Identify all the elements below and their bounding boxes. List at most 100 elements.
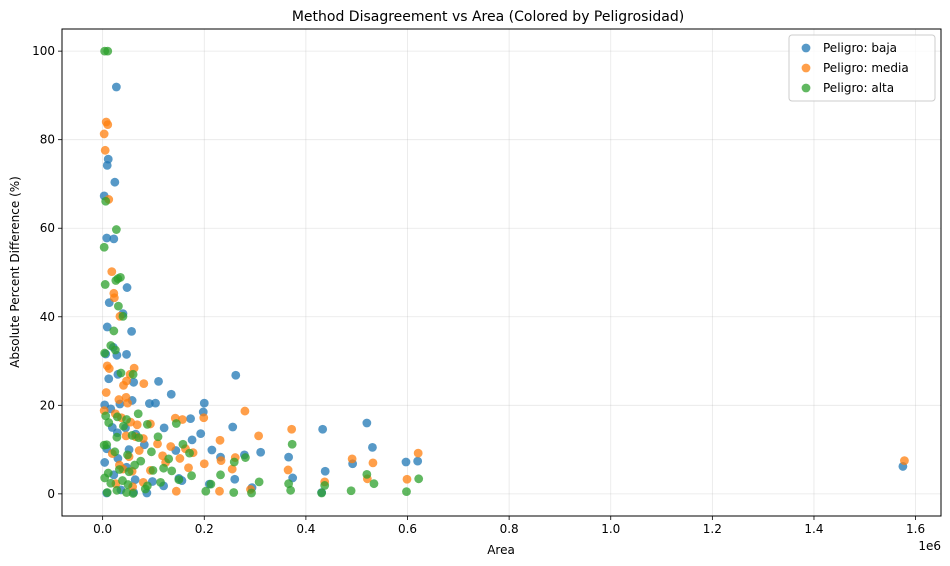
data-point	[256, 447, 266, 457]
data-point	[100, 280, 110, 289]
data-point	[103, 154, 113, 164]
data-point	[240, 406, 250, 416]
data-point	[99, 129, 109, 139]
data-point	[284, 452, 294, 462]
data-point	[215, 486, 224, 496]
grid	[62, 29, 941, 516]
data-point	[129, 377, 139, 387]
data-point	[130, 475, 140, 485]
data-point	[187, 471, 196, 481]
data-point	[111, 82, 121, 92]
data-point	[109, 234, 119, 244]
data-point	[178, 439, 188, 449]
data-point	[133, 409, 143, 419]
data-point	[109, 326, 119, 336]
data-point	[110, 447, 120, 457]
data-point	[247, 488, 256, 498]
data-point	[227, 464, 237, 474]
data-point	[287, 439, 297, 449]
data-point	[362, 469, 372, 479]
y-tick-label: 40	[40, 310, 55, 324]
data-point	[216, 470, 225, 480]
data-point	[111, 225, 121, 234]
data-point	[101, 411, 111, 421]
data-point	[206, 479, 216, 489]
data-point	[123, 480, 133, 489]
data-point	[186, 414, 195, 423]
data-point	[127, 326, 137, 336]
data-point	[99, 242, 109, 252]
x-axis-offset-label: 1e6	[918, 539, 941, 553]
data-point	[104, 364, 114, 373]
data-point	[154, 377, 163, 386]
y-tick-label: 100	[32, 44, 55, 58]
data-point	[139, 379, 149, 389]
data-point	[369, 479, 379, 489]
data-point	[153, 432, 163, 442]
data-point	[900, 456, 909, 466]
data-point	[207, 445, 217, 455]
data-point	[128, 489, 138, 498]
data-point	[346, 486, 356, 496]
data-point	[171, 419, 181, 428]
data-point	[320, 466, 330, 476]
data-point	[142, 419, 152, 429]
data-point	[103, 46, 113, 56]
data-point	[402, 487, 411, 497]
legend: Peligro: baja Peligro: media Peligro: alta	[788, 34, 936, 102]
data-point	[286, 485, 296, 495]
data-point	[368, 442, 377, 452]
data-point	[174, 475, 184, 485]
data-point	[114, 395, 124, 404]
data-point	[123, 398, 132, 408]
data-point	[109, 293, 119, 303]
data-point	[167, 466, 177, 476]
x-tick-label: 0.0	[93, 522, 112, 536]
data-point	[164, 454, 174, 464]
data-point	[140, 484, 150, 494]
data-point	[347, 454, 357, 464]
data-point	[159, 423, 169, 433]
data-point	[112, 485, 122, 495]
data-point	[362, 418, 372, 428]
data-point	[132, 420, 142, 430]
legend-label: Peligro: media	[823, 61, 909, 75]
data-point	[100, 145, 110, 155]
data-point	[115, 465, 124, 474]
data-point	[134, 433, 144, 443]
data-point	[187, 435, 197, 445]
data-point	[166, 442, 176, 451]
data-point	[118, 311, 128, 321]
x-tick-label: 1.4	[804, 522, 823, 536]
data-point	[102, 233, 112, 243]
data-point	[287, 424, 297, 434]
data-point	[101, 388, 111, 397]
scatter-points	[99, 46, 909, 498]
data-point	[122, 415, 131, 424]
data-point	[201, 486, 211, 496]
data-point	[228, 422, 238, 432]
x-tick-label: 0.4	[296, 522, 315, 536]
data-point	[100, 348, 110, 358]
x-tick-label: 1.0	[601, 522, 620, 536]
data-point	[112, 412, 122, 422]
data-point	[147, 447, 156, 457]
data-point	[156, 477, 165, 487]
data-point	[199, 398, 209, 408]
data-point	[283, 465, 293, 475]
chart-title: Method Disagreement vs Area (Colored by …	[292, 9, 684, 25]
data-point	[151, 398, 160, 408]
data-point	[102, 322, 112, 332]
data-point	[123, 450, 132, 460]
y-axis-label: Absolute Percent Difference (%)	[8, 176, 22, 368]
data-point	[106, 478, 116, 488]
data-point	[317, 488, 327, 498]
data-point	[102, 488, 112, 497]
data-point	[320, 481, 330, 490]
data-point	[122, 488, 131, 497]
data-point	[254, 477, 264, 487]
y-tick-label: 60	[40, 221, 55, 235]
data-point	[110, 177, 120, 187]
x-tick-label: 1.6	[906, 522, 925, 536]
